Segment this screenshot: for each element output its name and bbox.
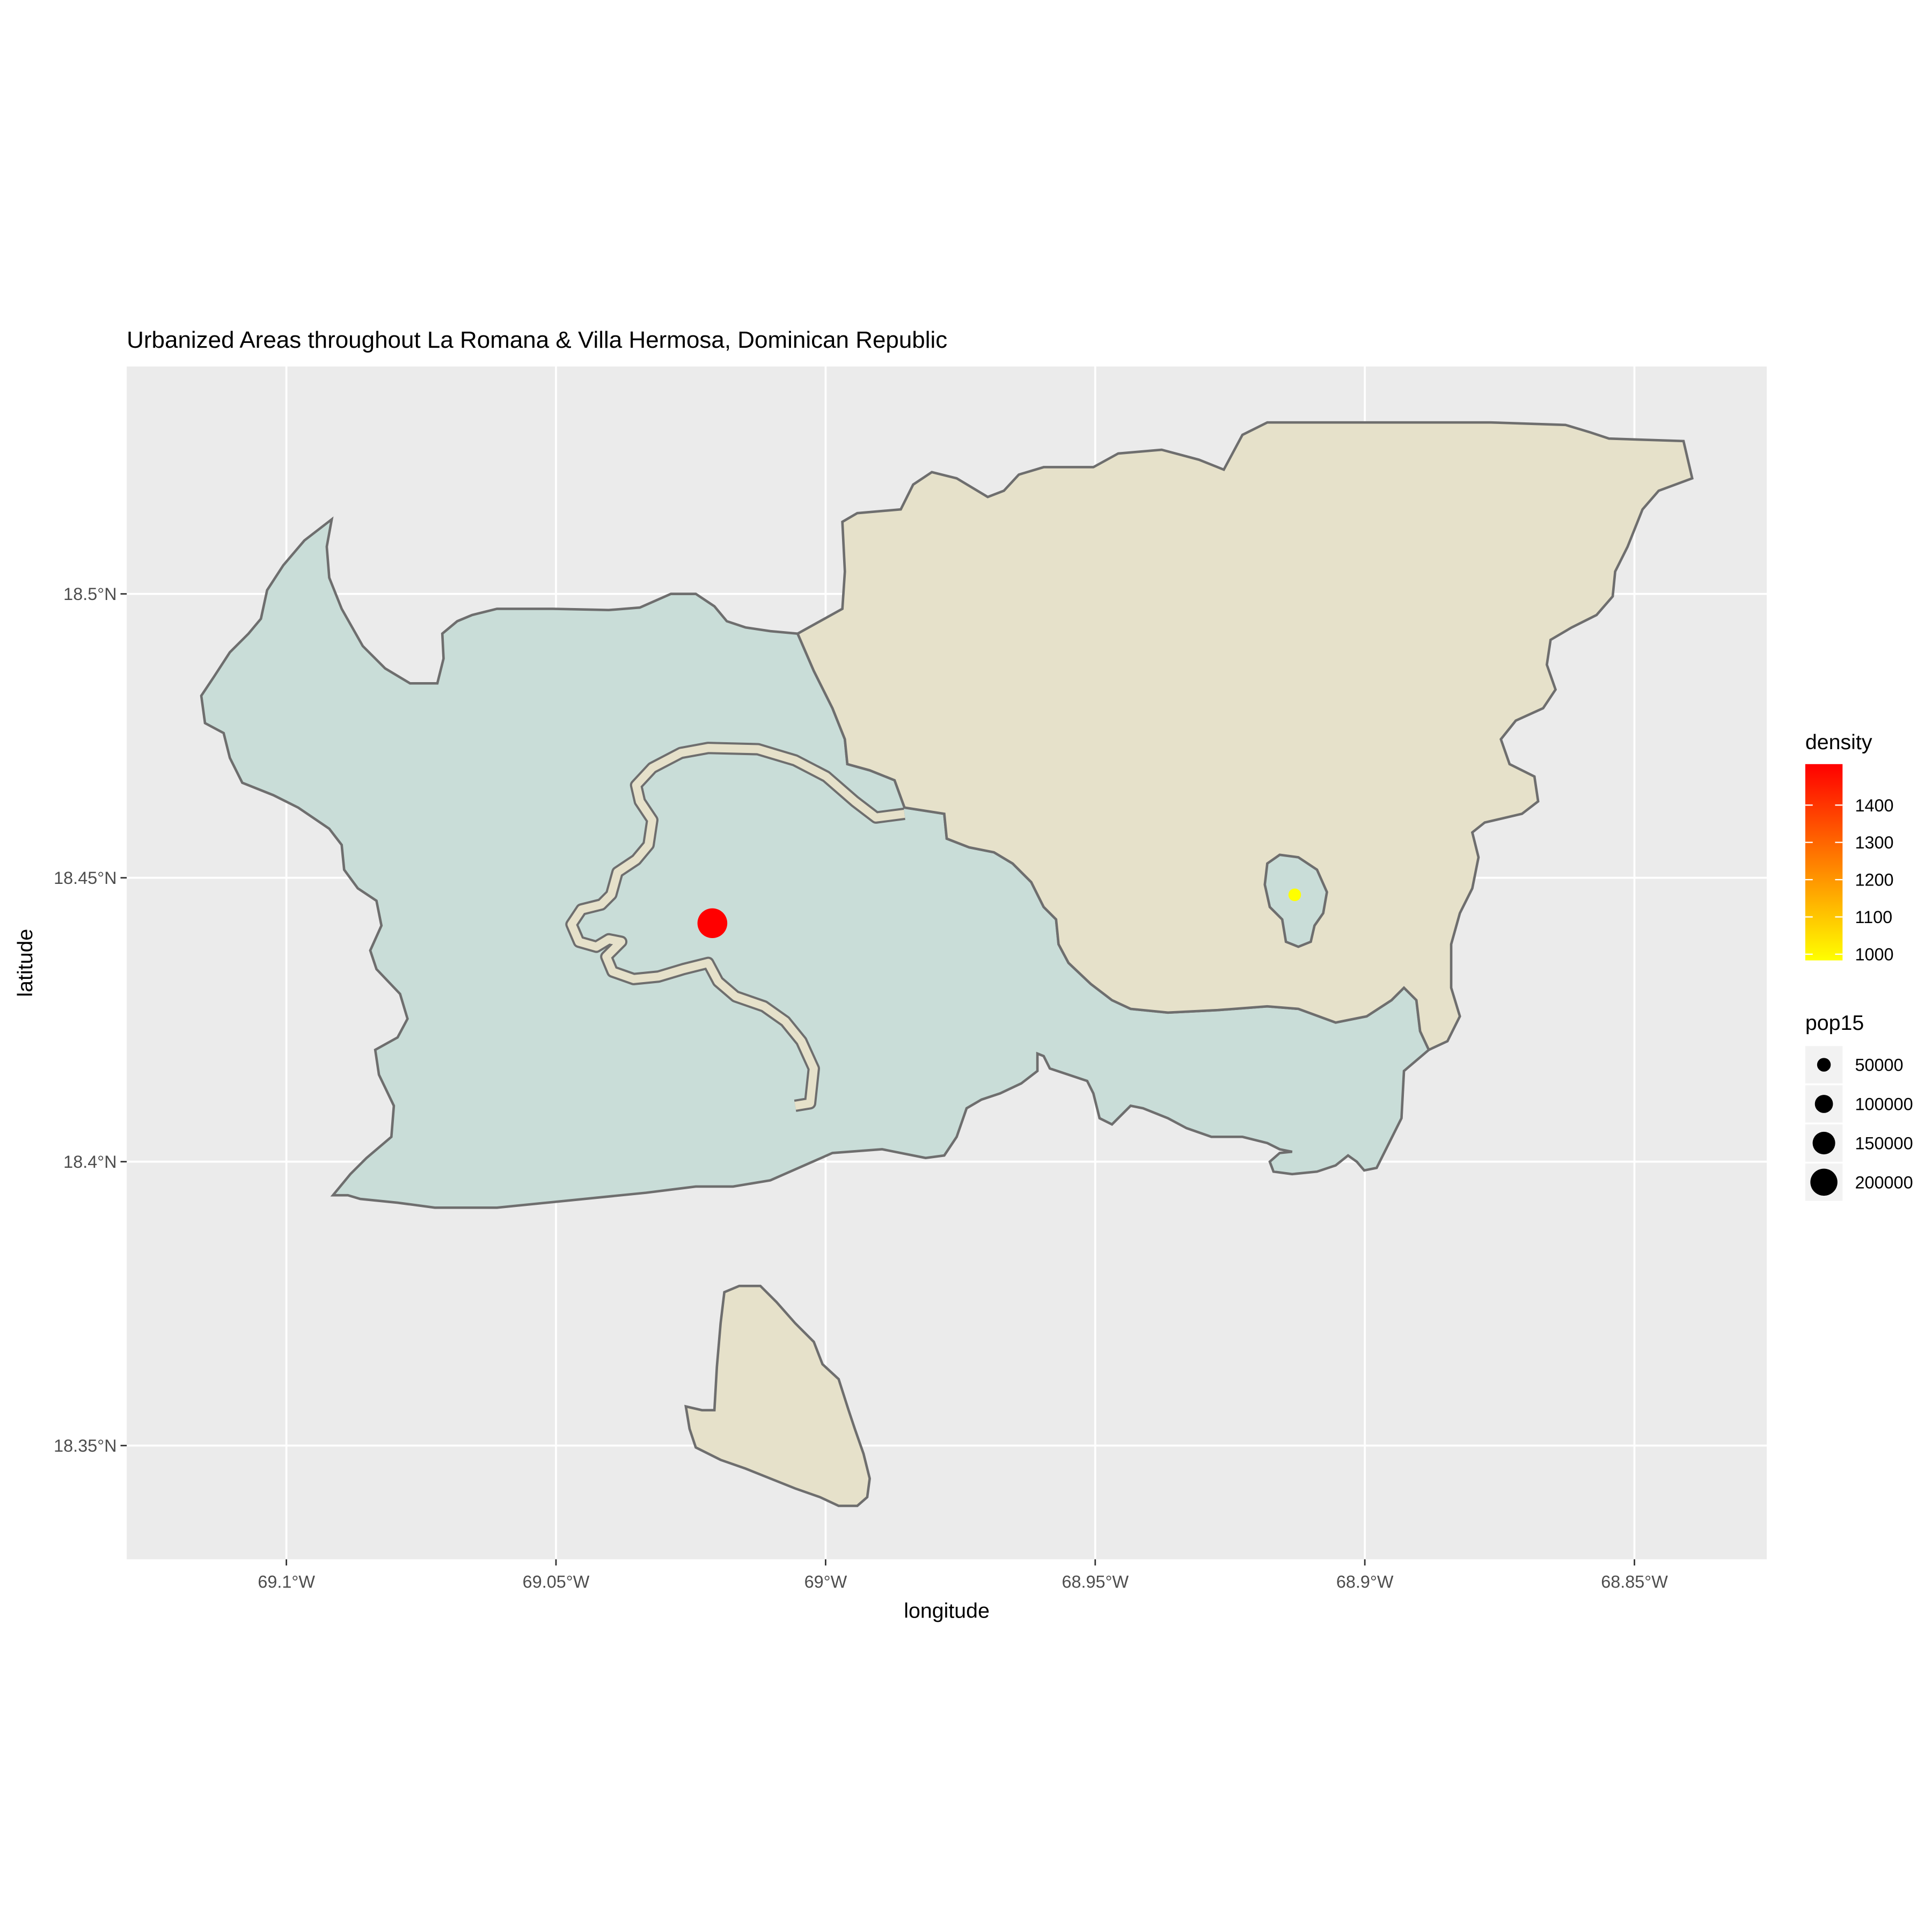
- legend-density-ticks: 1000 1100 1200 1300 1400: [1805, 796, 1894, 964]
- y-tick-label: 18.45°N: [54, 868, 116, 888]
- y-tick-label: 18.4°N: [63, 1152, 116, 1172]
- legend-key-circle: [1817, 1058, 1831, 1072]
- x-axis-title: longitude: [904, 1599, 990, 1622]
- legend-pop-title: pop15: [1805, 1011, 1864, 1035]
- colorbar-tick-label: 1100: [1855, 908, 1892, 927]
- y-tick-label: 18.5°N: [63, 584, 116, 604]
- x-tick-label: 69.1°W: [258, 1572, 315, 1592]
- x-tick-label: 69°W: [804, 1572, 847, 1592]
- data-point: [697, 908, 728, 939]
- data-point: [1288, 888, 1301, 902]
- regions: [200, 421, 1694, 1507]
- colorbar-tick-label: 1200: [1855, 870, 1893, 890]
- x-tick-label: 68.95°W: [1062, 1572, 1129, 1592]
- y-tick-label: 18.35°N: [54, 1436, 116, 1455]
- legend-key-label: 100000: [1855, 1095, 1913, 1114]
- river-band: [565, 742, 905, 1112]
- legend-key-label: 200000: [1855, 1173, 1913, 1192]
- data-points: [697, 888, 1301, 939]
- legend-density-colorbar: [1805, 764, 1843, 961]
- x-tick-label: 68.85°W: [1601, 1572, 1668, 1592]
- legend-key-label: 50000: [1855, 1056, 1903, 1075]
- x-tick-label: 68.9°W: [1336, 1572, 1394, 1592]
- colorbar-tick-label: 1400: [1855, 796, 1893, 815]
- legend-density: density 1000 1100 1200 1300 1400: [1805, 730, 1894, 964]
- legend-key-label: 150000: [1855, 1133, 1913, 1153]
- region-island: [684, 1284, 871, 1507]
- legend-density-title: density: [1805, 730, 1872, 754]
- legend-key-circle: [1812, 1131, 1835, 1154]
- x-tick-label: 69.05°W: [523, 1572, 590, 1592]
- y-axis-title: latitude: [13, 929, 37, 997]
- region-villa-hermosa: [796, 421, 1694, 1052]
- chart-title: Urbanized Areas throughout La Romana & V…: [127, 327, 947, 353]
- colorbar-tick-label: 1000: [1855, 945, 1893, 964]
- colorbar-tick-label: 1300: [1855, 833, 1893, 852]
- legend-pop-keys: 50000 100000 150000 200000: [1805, 1046, 1913, 1201]
- y-axis-ticks: 18.35°N 18.4°N 18.45°N 18.5°N: [54, 584, 127, 1455]
- legend-pop: pop15 50000 100000 150000 200000: [1805, 1011, 1913, 1201]
- x-axis-ticks: 69.1°W 69.05°W 69°W 68.95°W 68.9°W 68.85°W: [258, 1559, 1668, 1592]
- legend-key-circle: [1810, 1168, 1838, 1196]
- legend-key-circle: [1814, 1095, 1833, 1113]
